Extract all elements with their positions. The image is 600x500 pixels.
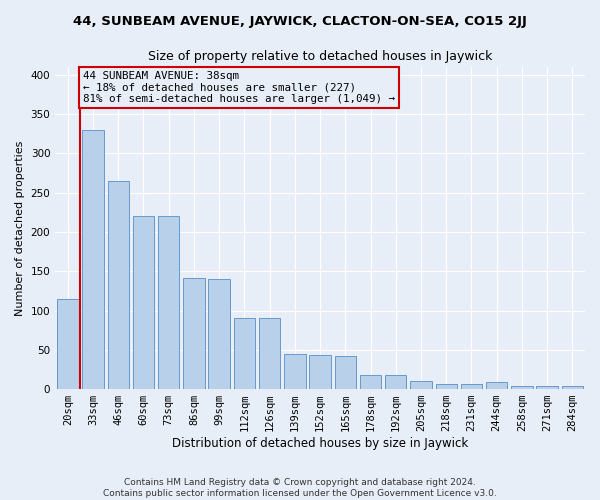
Bar [284, 354, 305, 389]
Bar [360, 375, 381, 389]
Y-axis label: Number of detached properties: Number of detached properties [15, 140, 25, 316]
Bar [385, 375, 406, 389]
Bar [57, 298, 79, 389]
Bar [562, 386, 583, 389]
Text: Contains HM Land Registry data © Crown copyright and database right 2024.
Contai: Contains HM Land Registry data © Crown c… [103, 478, 497, 498]
Bar [259, 318, 280, 389]
Title: Size of property relative to detached houses in Jaywick: Size of property relative to detached ho… [148, 50, 492, 63]
Bar [233, 318, 255, 389]
Bar [511, 386, 533, 389]
Bar [461, 384, 482, 389]
Bar [82, 130, 104, 389]
Text: 44 SUNBEAM AVENUE: 38sqm
← 18% of detached houses are smaller (227)
81% of semi-: 44 SUNBEAM AVENUE: 38sqm ← 18% of detach… [83, 71, 395, 104]
X-axis label: Distribution of detached houses by size in Jaywick: Distribution of detached houses by size … [172, 437, 468, 450]
Bar [410, 381, 432, 389]
Text: 44, SUNBEAM AVENUE, JAYWICK, CLACTON-ON-SEA, CO15 2JJ: 44, SUNBEAM AVENUE, JAYWICK, CLACTON-ON-… [73, 15, 527, 28]
Bar [133, 216, 154, 389]
Bar [158, 216, 179, 389]
Bar [536, 386, 558, 389]
Bar [208, 279, 230, 389]
Bar [335, 356, 356, 389]
Bar [310, 354, 331, 389]
Bar [436, 384, 457, 389]
Bar [486, 382, 508, 389]
Bar [107, 181, 129, 389]
Bar [183, 278, 205, 389]
